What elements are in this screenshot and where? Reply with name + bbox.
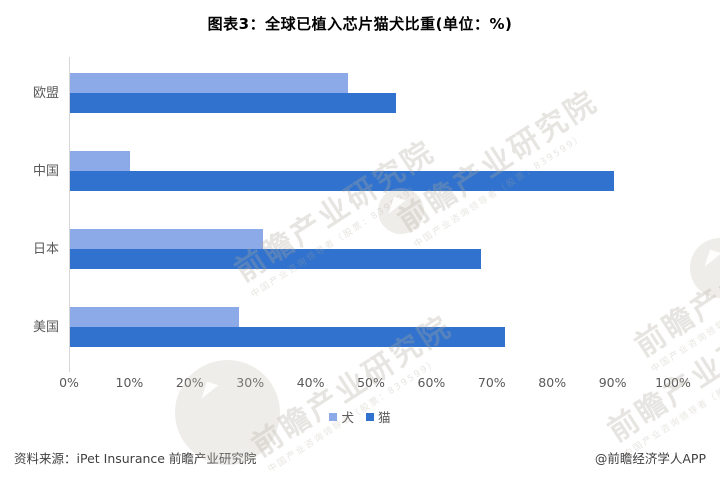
bar-usa-dog: [70, 307, 239, 327]
y-axis-line: [69, 57, 70, 372]
bar-usa-cat: [70, 327, 505, 347]
x-tick-9: 90%: [598, 375, 627, 390]
credit-note: @前瞻经济学人APP: [594, 451, 706, 466]
x-tick-8: 80%: [538, 375, 567, 390]
watermark-text-1: 前瞻产业研究院 中国产业咨询领导者（股票：839599）: [391, 83, 605, 250]
bar-japan-dog: [70, 229, 263, 249]
source-note: 资料来源：iPet Insurance 前瞻产业研究院: [14, 451, 257, 466]
category-label-eu: 欧盟: [32, 86, 59, 101]
x-tick-0: 0%: [59, 375, 79, 390]
x-tick-6: 60%: [417, 375, 446, 390]
legend-swatch-cat: [366, 412, 374, 421]
x-tick-10: 100%: [655, 375, 691, 390]
x-tick-7: 70%: [477, 375, 506, 390]
watermark-text-0: 前瞻产业研究院 中国产业咨询领导者（股票：839599）: [228, 133, 442, 300]
x-tick-3: 30%: [236, 375, 265, 390]
legend-label-cat: 猫: [378, 410, 391, 425]
watermark-text-4: 前瞻产业研究院 中国产业咨询领导者（股票：839599）: [628, 208, 720, 375]
bar-eu-cat: [70, 93, 396, 113]
bar-china-dog: [70, 151, 130, 171]
legend: 犬猫: [0, 407, 720, 426]
legend-item-dog: 犬: [329, 407, 354, 426]
x-tick-2: 20%: [175, 375, 204, 390]
chart-title: 图表3：全球已植入芯片猫犬比重(单位：%): [207, 15, 513, 33]
legend-swatch-dog: [329, 412, 338, 421]
bar-eu-dog: [70, 73, 348, 93]
watermark-logo-icon-0: [378, 188, 424, 234]
x-tick-4: 40%: [296, 375, 325, 390]
category-label-china: 中国: [32, 164, 59, 179]
watermark-logo-icon-2: [690, 238, 720, 298]
footer: 资料来源：iPet Insurance 前瞻产业研究院 @前瞻经济学人APP: [0, 448, 720, 467]
legend-label-dog: 犬: [341, 410, 354, 425]
x-tick-1: 10%: [115, 375, 144, 390]
legend-item-cat: 猫: [366, 407, 391, 426]
x-tick-5: 50%: [357, 375, 385, 390]
bar-japan-cat: [70, 249, 481, 269]
category-label-japan: 日本: [32, 242, 59, 257]
bar-china-cat: [70, 171, 614, 191]
category-label-usa: 美国: [32, 320, 59, 335]
